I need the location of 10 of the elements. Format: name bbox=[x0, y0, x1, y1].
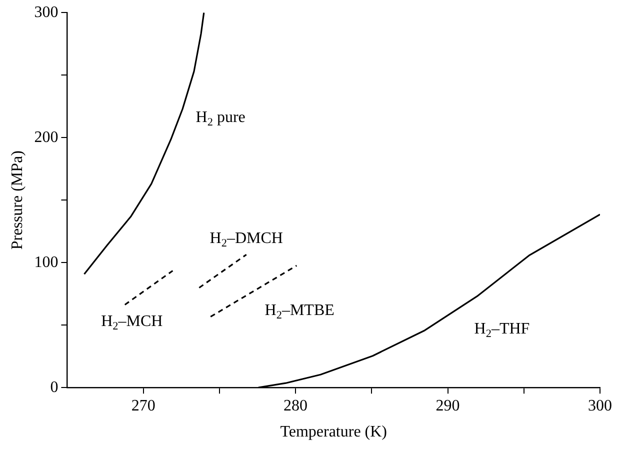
y-tick-label: 300 bbox=[34, 4, 58, 21]
x-tick-label: 280 bbox=[284, 397, 308, 414]
y-axis-title: Pressure (MPa) bbox=[8, 150, 26, 250]
x-tick-label: 290 bbox=[436, 397, 460, 414]
y-tick-label: 100 bbox=[34, 254, 58, 271]
y-tick-label: 200 bbox=[34, 128, 58, 146]
x-tick-label: 270 bbox=[131, 397, 156, 414]
x-axis-title: Temperature (K) bbox=[280, 424, 388, 441]
y-tick-label: 0 bbox=[50, 378, 58, 396]
x-tick-label: 300 bbox=[588, 397, 612, 414]
